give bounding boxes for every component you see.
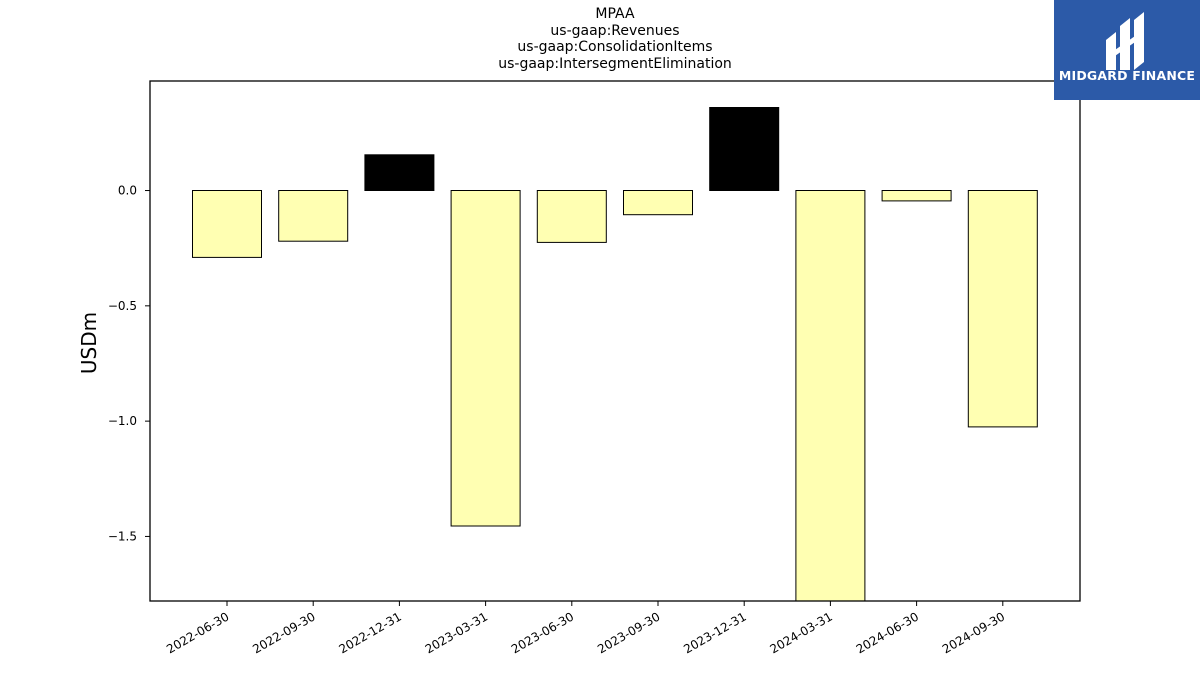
y-tick-label: −0.5 — [108, 299, 137, 313]
x-tick-label: 2023-03-31 — [423, 609, 490, 656]
midgard-finance-logo: MIDGARD FINANCE — [1054, 0, 1200, 100]
x-tick-label: 2024-03-31 — [767, 609, 834, 656]
logo-text: MIDGARD FINANCE — [1058, 68, 1196, 83]
bar — [450, 190, 521, 527]
title-line-1: MPAA — [595, 6, 635, 22]
chart-title: MPAA us-gaap:Revenues us-gaap:Consolidat… — [150, 6, 1080, 72]
x-tick-label: 2022-06-30 — [164, 609, 231, 656]
bar — [709, 107, 780, 191]
bar — [623, 190, 693, 216]
y-tick-label: −1.0 — [108, 414, 137, 428]
bar — [536, 190, 607, 243]
bar — [967, 190, 1038, 428]
bar — [192, 190, 262, 258]
x-tick-label: 2023-06-30 — [509, 609, 576, 656]
x-tick-label: 2022-09-30 — [250, 609, 317, 656]
y-axis-label: USDm — [77, 312, 101, 374]
logo-mark-icon — [1106, 12, 1144, 70]
bar — [278, 190, 349, 242]
x-tick-label: 2022-12-31 — [336, 609, 403, 656]
title-line-2: us-gaap:Revenues — [550, 22, 680, 39]
x-tick-label: 2023-09-30 — [595, 609, 662, 656]
y-tick-label: 0.0 — [118, 184, 137, 198]
y-tick-label: −1.5 — [108, 529, 137, 543]
x-tick-label: 2023-12-31 — [681, 609, 748, 656]
plot-frame — [149, 80, 1081, 602]
x-tick-label: 2024-09-30 — [940, 609, 1007, 656]
x-tick-label: 2024-06-30 — [854, 609, 921, 656]
bar — [364, 154, 435, 192]
bar — [795, 190, 866, 601]
bar — [881, 190, 952, 202]
title-line-4: us-gaap:IntersegmentElimination — [498, 55, 732, 72]
title-line-3: us-gaap:ConsolidationItems — [517, 39, 713, 55]
